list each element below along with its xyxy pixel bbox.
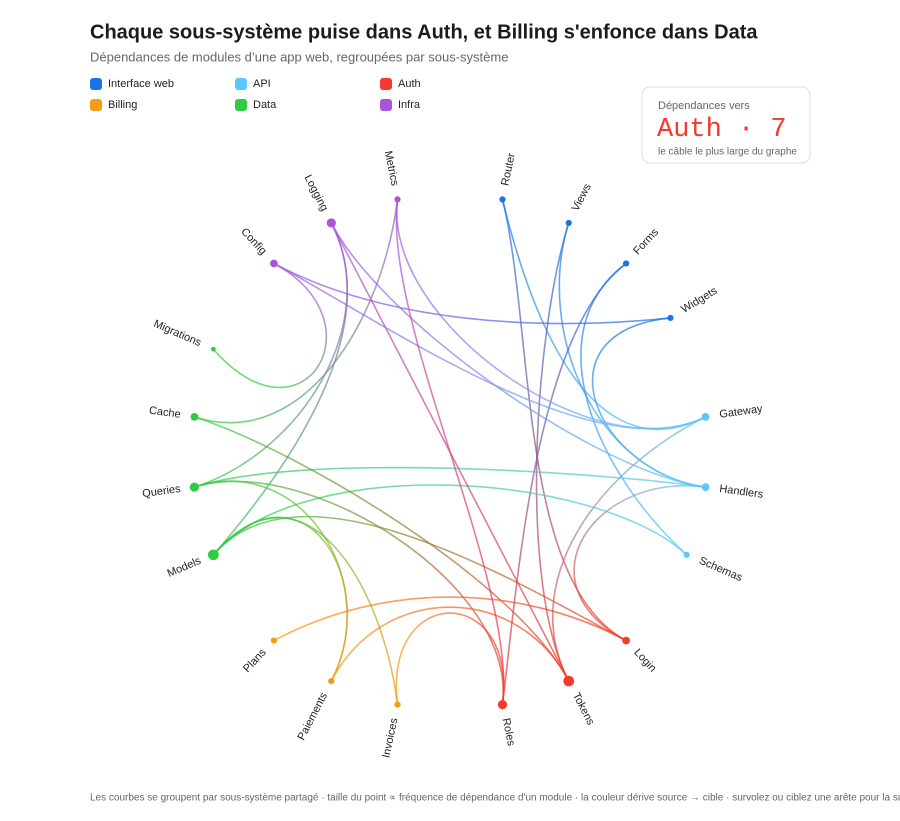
- node-label: Widgets: [679, 285, 720, 316]
- edge: [194, 199, 399, 424]
- node-label: Plans: [241, 646, 269, 675]
- edge: [194, 480, 348, 682]
- node-label: Roles: [500, 717, 518, 747]
- node-dot: [394, 196, 401, 203]
- node-dot: [328, 677, 335, 685]
- node-label: Login: [631, 647, 658, 675]
- node-dot: [189, 482, 200, 492]
- edge: [330, 222, 706, 488]
- node-dot: [622, 260, 630, 267]
- legend-label: Auth: [398, 78, 421, 90]
- edge: [212, 516, 348, 682]
- edge: [273, 262, 706, 430]
- edge: [212, 262, 328, 389]
- edge: [273, 262, 671, 325]
- node-dot: [190, 413, 199, 421]
- node-label: Metrics: [382, 150, 401, 188]
- node-label: Cache: [148, 405, 181, 421]
- callout-note: le câble le plus large du graphe: [658, 147, 797, 158]
- edge: [551, 416, 706, 682]
- edge: [501, 199, 627, 642]
- node-dot: [211, 346, 216, 352]
- callout-separator: ·: [738, 115, 754, 145]
- edge: [580, 262, 688, 556]
- node-dot: [622, 636, 630, 645]
- node-dot: [499, 196, 506, 203]
- node-label: Logging: [302, 173, 331, 213]
- callout-label: Dépendances vers: [658, 100, 750, 112]
- edge: [395, 612, 505, 705]
- node-dot: [565, 219, 572, 227]
- edge: [212, 515, 627, 642]
- node-label: Handlers: [719, 483, 765, 501]
- chart-title: Chaque sous-système puise dans Auth, et …: [90, 21, 758, 43]
- edge: [273, 596, 627, 642]
- node-label: Invoices: [380, 717, 400, 759]
- edge: [194, 480, 504, 705]
- node-label: Gateway: [719, 403, 764, 421]
- legend-label: Infra: [398, 99, 421, 111]
- node-dot: [394, 701, 401, 708]
- callout-value: Auth · 7: [657, 115, 787, 145]
- legend-swatch: [90, 99, 102, 111]
- node-label: Schemas: [697, 555, 744, 584]
- edge: [501, 199, 706, 430]
- edge: [212, 484, 688, 556]
- legend-label: Data: [253, 99, 277, 111]
- node-dot: [270, 637, 278, 644]
- node-dot: [563, 675, 575, 687]
- legend-swatch: [90, 78, 102, 90]
- legend-swatch: [380, 78, 392, 90]
- nodes: Router Views Forms Widgets Gateway Handlers Sc…: [142, 150, 765, 759]
- node-label: Views: [570, 181, 594, 213]
- node-dot: [701, 413, 710, 421]
- node-dot: [497, 700, 508, 710]
- edge: [591, 317, 706, 488]
- node-label: Tokens: [570, 691, 597, 728]
- edge: [501, 262, 627, 705]
- callout-target: Auth: [657, 115, 722, 145]
- node-label: Forms: [631, 226, 661, 257]
- edge: [395, 199, 505, 705]
- legend-swatch: [380, 99, 392, 111]
- callout-count: 7: [770, 115, 786, 145]
- node-label: Router: [499, 152, 518, 187]
- legend-swatch: [235, 99, 247, 111]
- edge: [330, 606, 570, 682]
- node-dot: [208, 549, 219, 561]
- node-label: Models: [166, 555, 204, 580]
- footer: Les courbes se groupent par sous-système…: [90, 793, 900, 804]
- node-dot: [326, 218, 336, 228]
- node-label: Paiements: [296, 690, 331, 742]
- edges: [194, 199, 706, 705]
- edge: [212, 222, 348, 556]
- node-dot: [667, 314, 674, 322]
- edge: [212, 516, 399, 705]
- node-dot: [701, 483, 710, 491]
- legend-label: Interface web: [108, 78, 174, 90]
- legend-swatch: [235, 78, 247, 90]
- edge: [573, 484, 706, 642]
- node-dot: [683, 551, 690, 558]
- legend-label: API: [253, 78, 271, 90]
- legend-label: Billing: [108, 99, 137, 111]
- node-label: Config: [238, 226, 268, 257]
- edge: [194, 466, 706, 488]
- callout-box: [641, 86, 811, 164]
- node-label: Queries: [142, 483, 182, 500]
- node-dot: [270, 259, 278, 268]
- node-label: Migrations: [152, 318, 204, 349]
- edge: [194, 416, 570, 682]
- chart-subtitle: Dépendances de modules d’une app web, re…: [90, 49, 508, 64]
